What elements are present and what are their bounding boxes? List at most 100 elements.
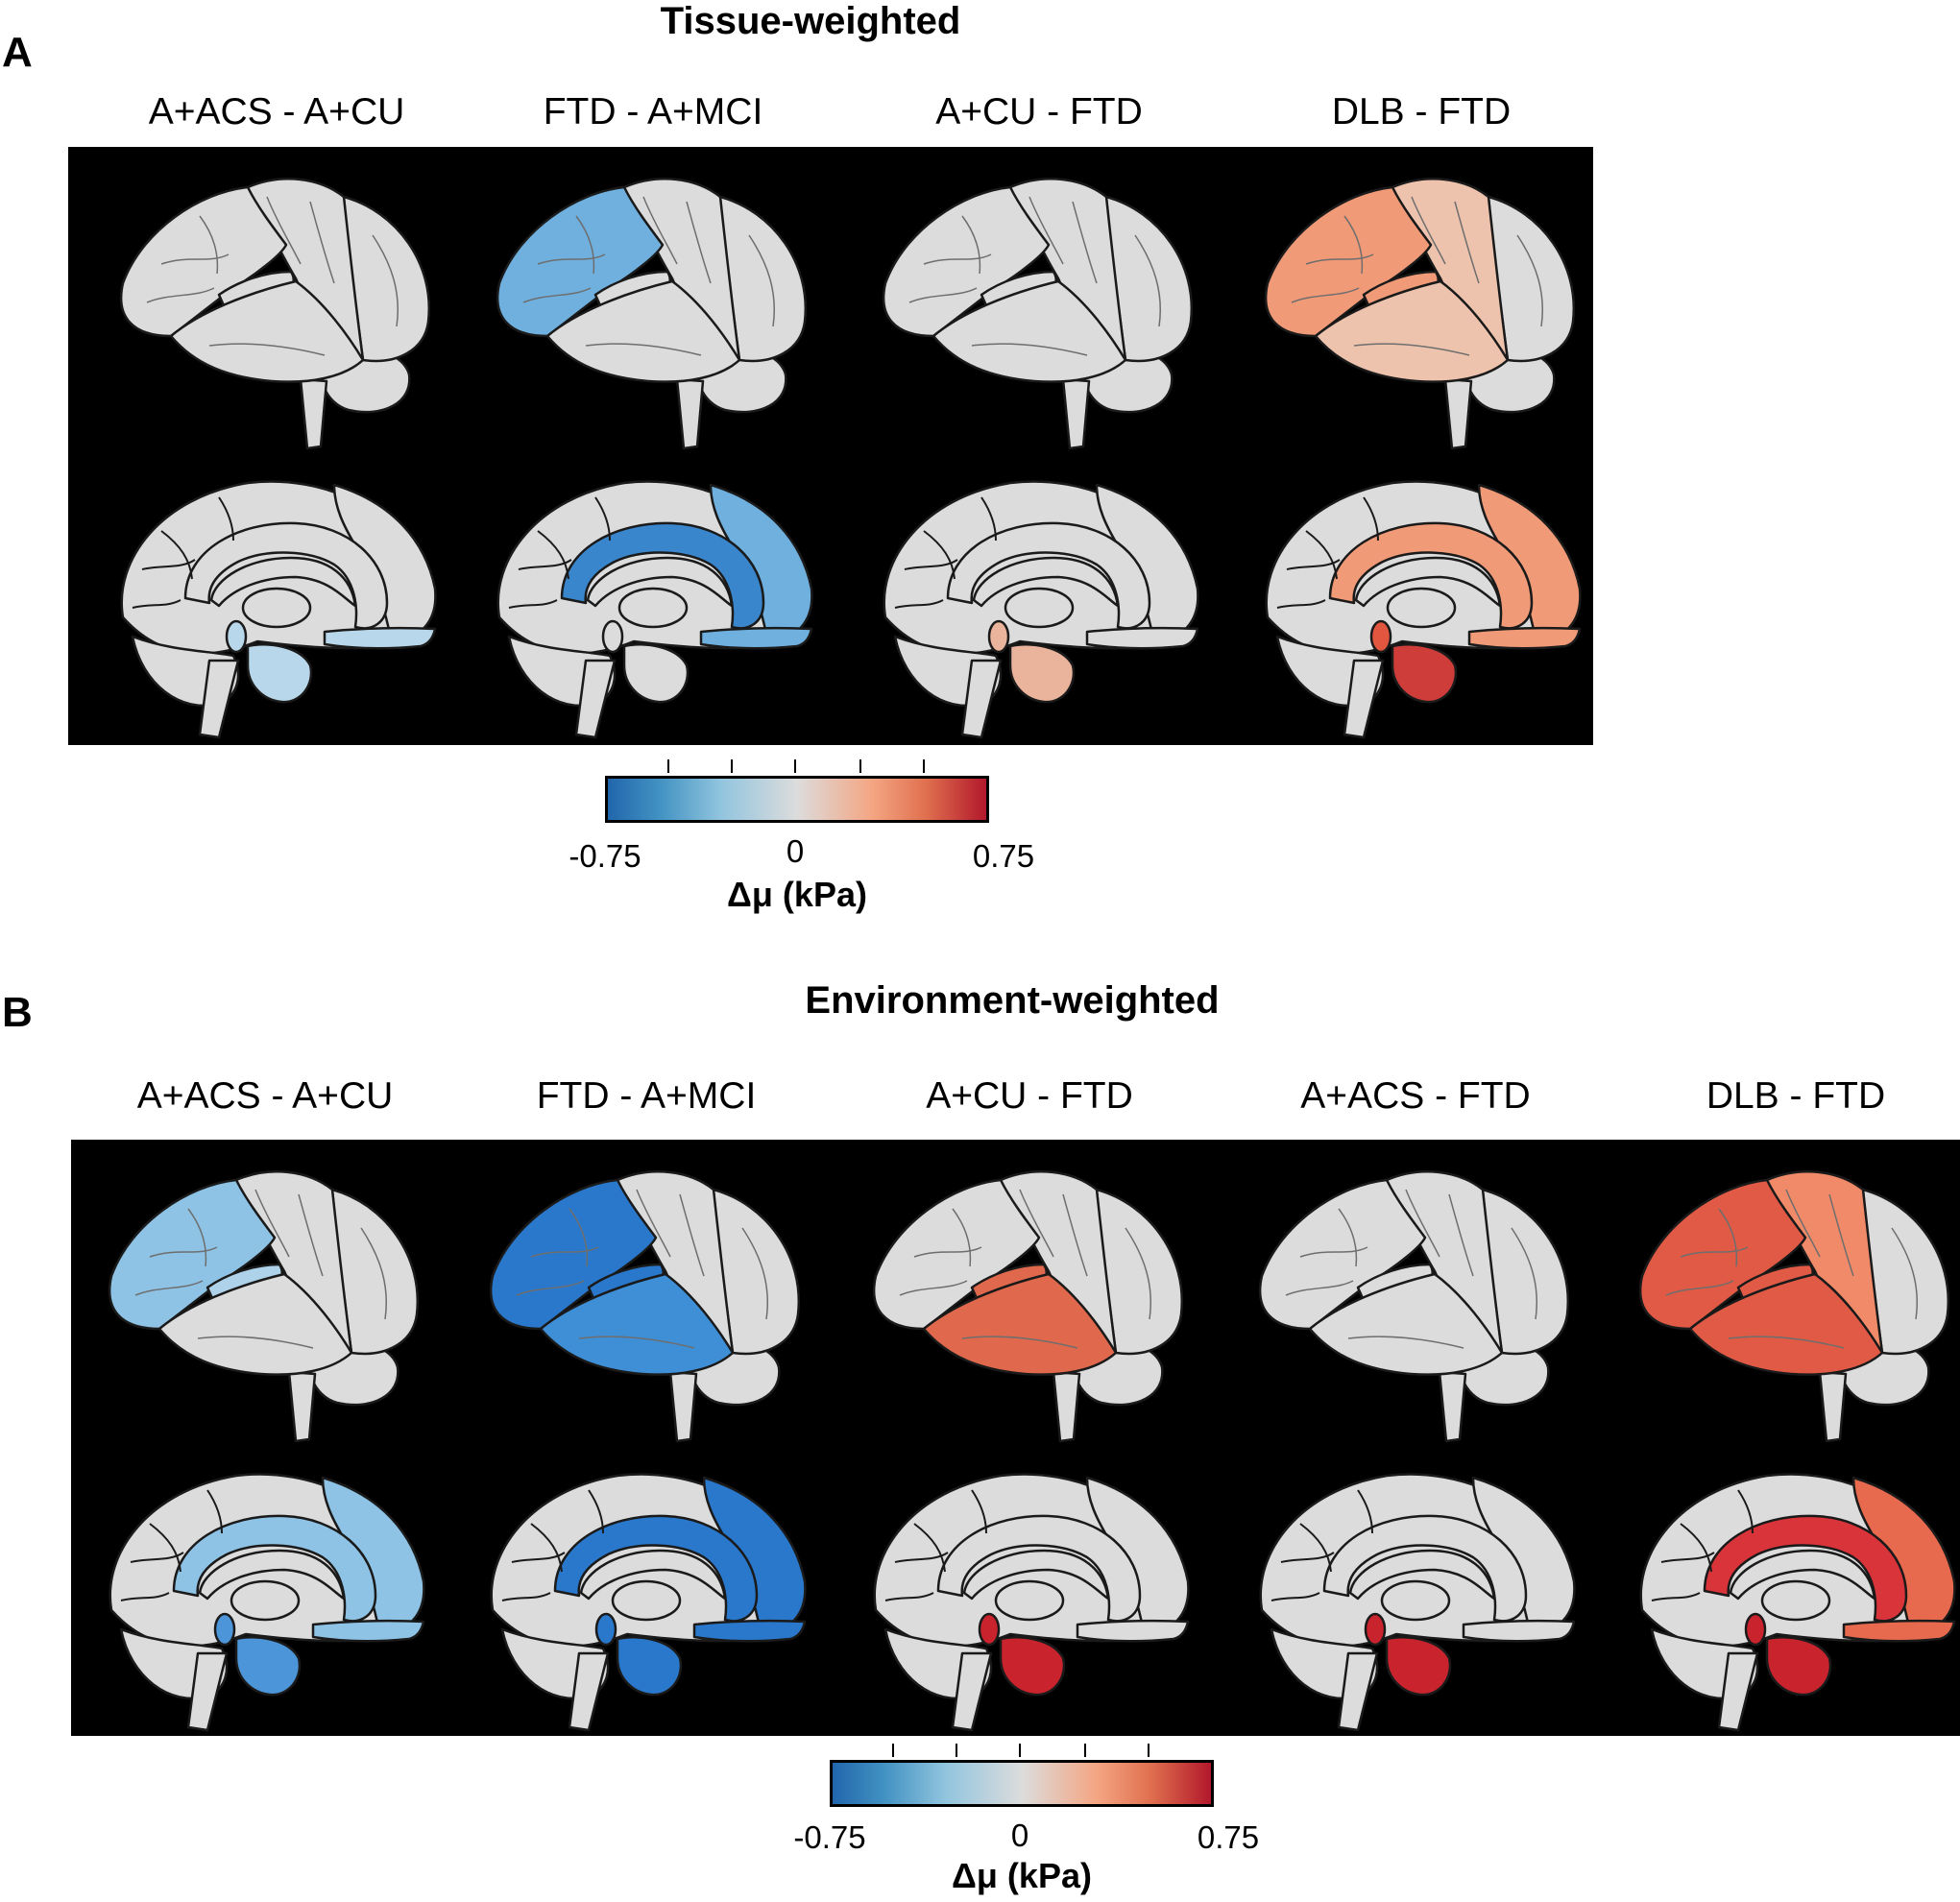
panel-a-letter: A [2, 29, 33, 76]
medial-brain-view [1259, 1473, 1576, 1732]
medial-brain-cell [104, 454, 449, 742]
sulcus-line [160, 530, 193, 580]
brainstem-region [1717, 1651, 1759, 1732]
medial-brain-view [883, 480, 1199, 739]
sulcus-line [511, 1552, 566, 1563]
gyrus-line [1353, 343, 1470, 356]
gyrus-line [741, 1227, 769, 1320]
lateral-brain-view [108, 1170, 420, 1443]
cingulate-region [560, 521, 765, 630]
medial-brain-cell [1248, 454, 1594, 742]
sulcus-line [1280, 1552, 1335, 1563]
column-label: DLB - FTD [1331, 91, 1512, 132]
orbitofrontal-region [311, 1619, 425, 1643]
gyrus-line [578, 1336, 695, 1349]
temporal-lobe-region [545, 279, 741, 383]
colorbar-tick [1148, 1744, 1149, 1757]
lateral-brain-cell [1248, 158, 1594, 456]
brainstem-region [299, 377, 328, 450]
sulcus-line [904, 559, 958, 570]
colorbar-tick [1019, 1744, 1021, 1757]
thalamus-region [230, 1579, 301, 1622]
sulcus-line [894, 1552, 949, 1563]
gyrus-line [899, 1280, 968, 1296]
gyrus-line [1338, 1208, 1358, 1267]
temporal-lobe-region [539, 1272, 735, 1376]
temporal-lobe-region [169, 279, 365, 383]
corpus-callosum-region [209, 556, 357, 608]
lateral-brain-cell [480, 158, 826, 456]
gyrus-line [1305, 253, 1374, 265]
hippocampus-region [1391, 642, 1458, 704]
cingulate-region [183, 521, 389, 630]
gyrus-line [187, 1208, 207, 1267]
thalamus-region [611, 1579, 682, 1622]
medial-brain-view [873, 1473, 1190, 1732]
gyrus-line [1347, 1336, 1464, 1349]
orbitofrontal-region [699, 626, 813, 650]
sulcus-line [508, 599, 558, 609]
parietal-lobe-region [1765, 1170, 1884, 1355]
brainstem-region [198, 659, 240, 739]
brainstem-region [951, 1651, 993, 1732]
sulcus-line [884, 1592, 934, 1601]
deep-nucleus-region [594, 1612, 617, 1647]
temporal-lobe-region [1314, 279, 1510, 383]
parietal-lobe-region [234, 1170, 353, 1355]
corpus-callosum-region [1729, 1549, 1876, 1601]
brainstem-region [1052, 1370, 1081, 1443]
medial-brain-view [109, 1473, 425, 1732]
colorbar-gradient [605, 776, 989, 823]
medial-brain-view [490, 1473, 807, 1732]
medial-brain-view [496, 480, 813, 739]
gyrus-line [961, 215, 981, 275]
orbitofrontal-region [1842, 1619, 1956, 1643]
gyrus-line [575, 215, 595, 275]
deep-nucleus-region [1364, 1612, 1387, 1647]
colorbar-gradient [830, 1760, 1214, 1807]
colorbar-tick [731, 759, 733, 773]
hippocampus-region [246, 642, 313, 704]
gyrus-line [1343, 215, 1364, 275]
sulcus-line [1286, 559, 1341, 570]
gyrus-line [1891, 1227, 1919, 1320]
gyrus-line [748, 234, 776, 327]
gyrus-line [254, 1189, 290, 1258]
panel-a-title: Tissue-weighted [660, 0, 961, 42]
lateral-brain-cell [92, 1151, 438, 1449]
column-label: A+ACS - FTD [1300, 1075, 1531, 1117]
panel-a-brain-grid [68, 147, 1593, 745]
gyrus-line [1405, 1189, 1440, 1258]
brainstem-region [568, 1651, 610, 1732]
lateral-brain-view [1638, 1170, 1950, 1443]
cingulate-region [946, 521, 1151, 630]
medial-brain-view [120, 480, 437, 739]
sulcus-line [130, 1552, 184, 1563]
colorbar-min-label: -0.75 [569, 838, 641, 874]
column-label: FTD - A+MCI [536, 1075, 757, 1117]
sulcus-line [1305, 530, 1338, 580]
colorbar-title: Δμ (kPa) [727, 875, 867, 914]
medial-brain-cell [1623, 1447, 1960, 1735]
gyrus-line [1299, 1246, 1368, 1258]
gyrus-line [1291, 287, 1360, 303]
sulcus-line [141, 559, 196, 570]
gyrus-line [1134, 234, 1162, 327]
colorbar-tick [1084, 1744, 1086, 1757]
medial-brain-cell [866, 454, 1212, 742]
deep-nucleus-region [225, 619, 248, 654]
thalamus-region [994, 1579, 1065, 1622]
gyrus-line [197, 1336, 314, 1349]
sulcus-line [537, 530, 569, 580]
corpus-callosum-region [1348, 1549, 1496, 1601]
orbitofrontal-region [692, 1619, 807, 1643]
orbitofrontal-region [1462, 1619, 1576, 1643]
gyrus-line [134, 1280, 204, 1296]
gyrus-line [1125, 1227, 1152, 1320]
parietal-lobe-region [1391, 178, 1510, 362]
brainstem-region [1337, 1651, 1379, 1732]
sulcus-line [1680, 1523, 1712, 1573]
thalamus-region [1760, 1579, 1831, 1622]
brainstem-region [1061, 377, 1091, 450]
gyrus-line [1511, 1227, 1538, 1320]
